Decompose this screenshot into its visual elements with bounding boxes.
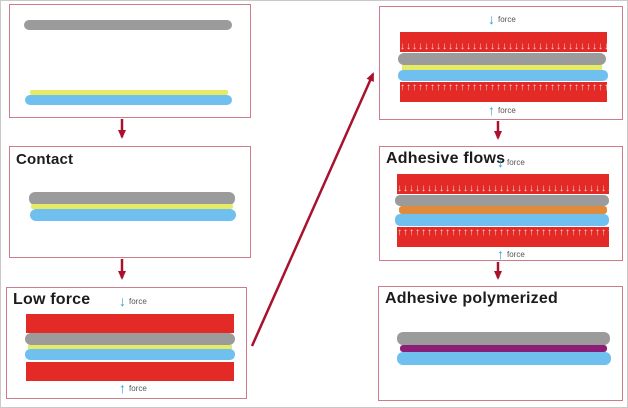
cured-adhesive-bar bbox=[400, 345, 607, 352]
force-up-icon: ↑ bbox=[497, 246, 504, 262]
top-substrate-bar bbox=[397, 332, 610, 345]
force-up-indicator: ↑ force bbox=[497, 246, 525, 263]
adhesive-layer-bar bbox=[30, 90, 228, 95]
force-label: force bbox=[129, 297, 147, 306]
force-down-indicator: ↓ force bbox=[497, 154, 525, 171]
force-label: force bbox=[498, 15, 516, 24]
press-plate-top-bar bbox=[26, 314, 234, 333]
press-plate-bottom-bar: ↑↑↑↑↑↑↑↑↑↑↑↑↑↑↑↑↑↑↑↑↑↑↑↑↑↑↑↑↑↑↑↑↑↑↑↑ bbox=[397, 227, 609, 247]
panel-title: Contact bbox=[16, 151, 74, 168]
force-down-icon: ↓ bbox=[497, 154, 504, 170]
force-up-icon: ↑ bbox=[488, 102, 495, 118]
adhesive-layer-bar bbox=[31, 204, 233, 209]
press-plate-top-bar: ↓↓↓↓↓↓↓↓↓↓↓↓↓↓↓↓↓↓↓↓↓↓↓↓↓↓↓↓↓↓↓↓↓↓↓↓ bbox=[400, 32, 607, 52]
pressure-arrows-up-pattern: ↑↑↑↑↑↑↑↑↑↑↑↑↑↑↑↑↑↑↑↑↑↑↑↑↑↑↑↑↑↑↑↑↑↑↑↑ bbox=[397, 227, 609, 238]
top-substrate-bar bbox=[395, 195, 609, 206]
bottom-substrate-bar bbox=[25, 349, 235, 360]
press-plate-bottom-bar: ↑↑↑↑↑↑↑↑↑↑↑↑↑↑↑↑↑↑↑↑↑↑↑↑↑↑↑↑↑↑↑↑↑↑↑↑ bbox=[400, 82, 607, 102]
pressure-arrows-up-pattern: ↑↑↑↑↑↑↑↑↑↑↑↑↑↑↑↑↑↑↑↑↑↑↑↑↑↑↑↑↑↑↑↑↑↑↑↑ bbox=[400, 82, 607, 93]
pressure-arrows-down-pattern: ↓↓↓↓↓↓↓↓↓↓↓↓↓↓↓↓↓↓↓↓↓↓↓↓↓↓↓↓↓↓↓↓↓↓↓↓ bbox=[400, 41, 607, 52]
pressure-arrows-down-pattern: ↓↓↓↓↓↓↓↓↓↓↓↓↓↓↓↓↓↓↓↓↓↓↓↓↓↓↓↓↓↓↓↓↓↓↓↓ bbox=[397, 183, 609, 194]
panel-separated bbox=[9, 4, 251, 118]
force-label: force bbox=[507, 250, 525, 259]
force-label: force bbox=[129, 384, 147, 393]
adhesive-layer-bar bbox=[28, 345, 232, 349]
press-plate-top-bar: ↓↓↓↓↓↓↓↓↓↓↓↓↓↓↓↓↓↓↓↓↓↓↓↓↓↓↓↓↓↓↓↓↓↓↓↓ bbox=[397, 174, 609, 194]
panel-low-force: Low force ↓ force ↑ force bbox=[6, 287, 247, 399]
force-up-icon: ↑ bbox=[119, 380, 126, 396]
force-label: force bbox=[498, 106, 516, 115]
bottom-substrate-bar bbox=[25, 95, 232, 105]
panel-title: Adhesive polymerized bbox=[385, 290, 558, 307]
top-substrate-bar bbox=[398, 53, 606, 65]
bottom-substrate-bar bbox=[30, 209, 236, 221]
force-down-indicator: ↓ force bbox=[119, 293, 147, 310]
force-up-indicator: ↑ force bbox=[119, 380, 147, 397]
force-down-icon: ↓ bbox=[119, 293, 126, 309]
bottom-substrate-bar bbox=[398, 70, 608, 81]
panel-adhesive-flows: Adhesive flows ↓ force ↓↓↓↓↓↓↓↓↓↓↓↓↓↓↓↓↓… bbox=[379, 146, 623, 261]
arrow-low-force-to-pressing bbox=[250, 72, 375, 347]
adhesive-layer-bar bbox=[402, 65, 602, 70]
top-substrate-bar bbox=[25, 333, 235, 345]
flowing-adhesive-bar bbox=[399, 206, 607, 214]
force-up-indicator: ↑ force bbox=[488, 102, 516, 119]
panel-title: Adhesive flows bbox=[386, 150, 506, 167]
force-down-icon: ↓ bbox=[488, 11, 495, 27]
top-substrate-bar bbox=[29, 192, 235, 205]
panel-pressing: ↓ force ↓↓↓↓↓↓↓↓↓↓↓↓↓↓↓↓↓↓↓↓↓↓↓↓↓↓↓↓↓↓↓↓… bbox=[379, 6, 623, 120]
force-label: force bbox=[507, 158, 525, 167]
force-down-indicator: ↓ force bbox=[488, 11, 516, 28]
panel-adhesive-polymerized: Adhesive polymerized bbox=[378, 286, 623, 401]
panel-title: Low force bbox=[13, 291, 91, 308]
press-plate-bottom-bar bbox=[26, 362, 234, 381]
bottom-substrate-bar bbox=[395, 214, 609, 226]
top-substrate-bar bbox=[24, 20, 232, 30]
panel-contact: Contact bbox=[9, 146, 251, 258]
bottom-substrate-bar bbox=[397, 352, 611, 365]
